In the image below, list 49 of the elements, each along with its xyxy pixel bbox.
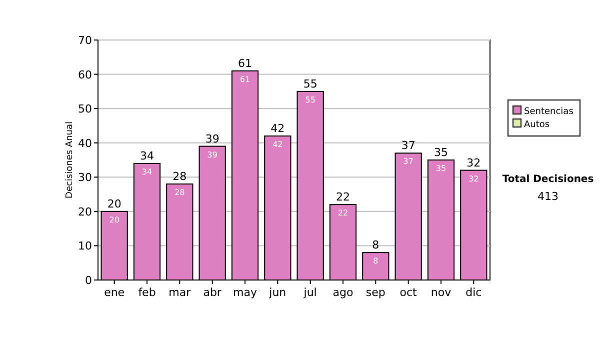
x-tick-label: jul xyxy=(302,286,317,299)
y-axis-title: Decisiones Anual xyxy=(65,122,75,198)
y-tick-label: 0 xyxy=(85,274,92,287)
x-tick-label: mar xyxy=(168,286,192,299)
total-label: 32 xyxy=(466,156,481,170)
total-label: 42 xyxy=(270,122,285,135)
data-label: 22 xyxy=(338,208,348,218)
data-label: 42 xyxy=(272,140,283,149)
data-label: 61 xyxy=(240,74,250,84)
data-label: 39 xyxy=(207,150,218,160)
data-label: 35 xyxy=(436,164,446,173)
text: Total Decisiones xyxy=(502,174,594,185)
total-label: 28 xyxy=(172,170,187,183)
x-tick-label: may xyxy=(233,286,258,299)
data-label: 8 xyxy=(373,256,378,266)
data-label: 20 xyxy=(109,215,120,224)
x-tick-label: dic xyxy=(466,286,482,299)
data-label: 28 xyxy=(174,188,185,197)
total-label: 37 xyxy=(401,139,416,152)
y-tick-label: 70 xyxy=(78,34,92,47)
y-tick-label: 20 xyxy=(78,205,92,218)
total-label: 22 xyxy=(336,190,350,204)
total-label: 20 xyxy=(107,197,122,210)
data-label: 34 xyxy=(142,167,152,176)
total-label: 34 xyxy=(140,149,154,162)
x-tick-label: feb xyxy=(138,286,156,299)
data-label: 37 xyxy=(403,157,414,166)
total-label: 8 xyxy=(372,238,380,252)
data-label: 32 xyxy=(468,174,479,184)
total-label: 39 xyxy=(205,132,220,146)
x-tick-label: abr xyxy=(203,286,222,299)
total-label: 61 xyxy=(238,56,252,70)
y-tick-label: 50 xyxy=(78,102,92,116)
x-tick-label: jun xyxy=(268,286,286,299)
total-label: 35 xyxy=(434,146,448,159)
y-tick-label: 40 xyxy=(78,136,92,150)
data-label: 55 xyxy=(305,95,316,104)
y-tick-label: 30 xyxy=(78,171,92,184)
x-tick-label: ene xyxy=(104,286,125,299)
x-tick-label: nov xyxy=(430,286,452,299)
legend-label: Sentencias xyxy=(524,107,574,117)
x-tick-label: sep xyxy=(366,286,386,299)
legend-label: Autos xyxy=(524,120,550,130)
total-label: 55 xyxy=(303,77,318,90)
x-tick-label: ago xyxy=(332,286,354,299)
y-tick-label: 10 xyxy=(78,240,92,253)
y-tick-label: 60 xyxy=(78,68,92,82)
x-tick-label: oct xyxy=(400,286,418,299)
text: 413 xyxy=(538,190,558,203)
